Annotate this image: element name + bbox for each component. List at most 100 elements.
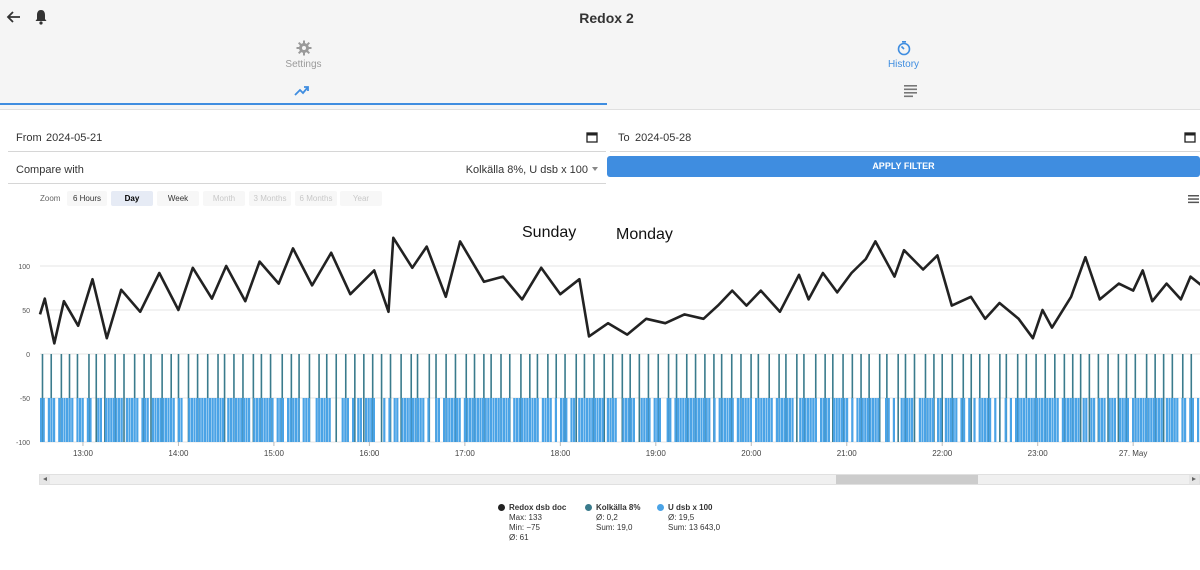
u-dsb-bar (248, 398, 251, 442)
from-date-value[interactable]: 2024-05-21 (46, 132, 103, 144)
u-dsb-bar (367, 398, 370, 442)
history-clock-icon (897, 41, 910, 56)
tab-settings[interactable]: Settings (0, 36, 607, 106)
u-dsb-bar (411, 398, 414, 442)
u-dsb-bar (502, 398, 505, 442)
u-dsb-bar (742, 398, 745, 442)
arrow-left-icon[interactable] (6, 9, 22, 25)
x-tick-label: 22:00 (932, 449, 953, 458)
zoom-6-hours-button[interactable]: 6 Hours (67, 191, 107, 206)
u-dsb-bar (157, 398, 160, 442)
tab-history[interactable]: History (607, 36, 1200, 106)
kolkalla-bar (796, 354, 798, 442)
u-dsb-bar (240, 398, 243, 442)
u-dsb-bar (1069, 398, 1072, 442)
chart-scrollbar[interactable] (39, 474, 1200, 485)
u-dsb-bar (47, 398, 50, 442)
kolkalla-bar (868, 354, 870, 442)
u-dsb-bar (170, 398, 173, 442)
u-dsb-bar (437, 398, 440, 442)
tab-settings-label: Settings (285, 59, 322, 70)
u-dsb-bar (53, 398, 56, 442)
u-dsb-columns (40, 398, 1200, 442)
u-dsb-bar (591, 398, 594, 442)
to-date-field[interactable]: To 2024-05-28 (610, 124, 1200, 152)
u-dsb-bar (586, 398, 589, 442)
u-dsb-bar (892, 398, 895, 442)
to-date-value[interactable]: 2024-05-28 (635, 132, 692, 144)
u-dsb-bar (1165, 398, 1168, 442)
x-axis-ticks: 13:00 14:00 15:00 16:00 17:00 18:00 19:00 20:00… (73, 442, 1147, 458)
u-dsb-bar (177, 398, 180, 442)
zoom-month-button[interactable]: Month (203, 191, 245, 206)
top-bar: Redox 2 (0, 0, 1200, 36)
zoom-3-months-button[interactable]: 3 Months (249, 191, 291, 206)
u-dsb-bar (1041, 398, 1044, 442)
u-dsb-bar (1098, 398, 1101, 442)
u-dsb-bar (287, 398, 290, 442)
chevron-down-icon[interactable] (592, 167, 598, 171)
u-dsb-bar (159, 398, 162, 442)
u-dsb-bar (1072, 398, 1075, 442)
legend-stat-min: Min: −75 (509, 523, 540, 532)
u-dsb-bar (1113, 398, 1116, 442)
compare-select[interactable]: Compare with Kolkälla 8%, U dsb x 100 (8, 156, 606, 184)
calendar-icon[interactable] (586, 131, 598, 143)
u-dsb-bar (926, 398, 929, 442)
u-dsb-bar (144, 398, 147, 442)
kolkalla-bar (1117, 354, 1120, 442)
calendar-icon[interactable] (1184, 131, 1196, 143)
u-dsb-bar (1176, 398, 1179, 442)
kolkalla-bar (123, 354, 125, 442)
kolkalla-bar (897, 354, 899, 442)
bell-icon[interactable] (34, 9, 48, 25)
u-dsb-bar (981, 398, 984, 442)
y-tick-label: 50 (22, 308, 30, 315)
annotation-sunday: Sunday (522, 224, 577, 241)
u-dsb-bar (1150, 398, 1153, 442)
scroll-thumb[interactable] (836, 475, 978, 484)
u-dsb-bar (180, 398, 183, 442)
list-lines-icon[interactable] (903, 84, 919, 98)
u-dsb-bar (666, 398, 669, 442)
u-dsb-bar (289, 398, 292, 442)
u-dsb-bar (136, 398, 139, 442)
u-dsb-bar (851, 398, 854, 442)
chart-menu-icon[interactable] (1188, 194, 1199, 204)
u-dsb-bar (255, 398, 258, 442)
u-dsb-bar (601, 398, 604, 442)
u-dsb-bar (118, 398, 121, 442)
zoom-day-button[interactable]: Day (111, 191, 153, 206)
u-dsb-bar (1100, 398, 1103, 442)
u-dsb-bar (547, 398, 550, 442)
apply-filter-button[interactable]: APPLY FILTER (607, 156, 1200, 177)
compare-value[interactable]: Kolkälla 8%, U dsb x 100 (465, 164, 588, 176)
u-dsb-bar (562, 398, 565, 442)
kolkalla-bar (354, 354, 356, 442)
u-dsb-bar (718, 398, 721, 442)
u-dsb-bar (1152, 398, 1155, 442)
u-dsb-bar (534, 398, 537, 442)
u-dsb-bar (476, 398, 479, 442)
u-dsb-bar (479, 398, 482, 442)
u-dsb-bar (703, 398, 706, 442)
u-dsb-bar (544, 398, 547, 442)
u-dsb-bar (326, 398, 329, 442)
zoom-week-button[interactable]: Week (157, 191, 199, 206)
u-dsb-bar (908, 398, 911, 442)
scroll-right-button[interactable] (1189, 475, 1199, 484)
u-dsb-bar (872, 398, 875, 442)
trend-chart-icon[interactable] (294, 84, 310, 98)
u-dsb-bar (947, 398, 950, 442)
u-dsb-bar (989, 398, 992, 442)
u-dsb-bar (921, 398, 924, 442)
u-dsb-bar (783, 398, 786, 442)
zoom-6-months-button[interactable]: 6 Months (295, 191, 337, 206)
y-axis-ticks: 100 50 0 -50 -100 (16, 264, 30, 447)
from-date-field[interactable]: From 2024-05-21 (8, 124, 606, 152)
u-dsb-bar (154, 398, 157, 442)
zoom-year-button[interactable]: Year (340, 191, 382, 206)
redox-line-series (38, 236, 1200, 345)
scroll-left-button[interactable] (40, 475, 50, 484)
